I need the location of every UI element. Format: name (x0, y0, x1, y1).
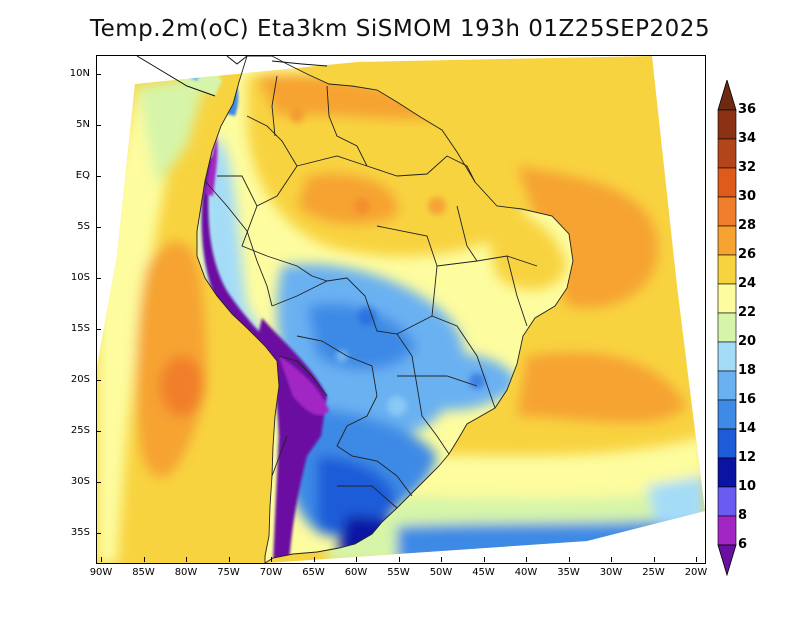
colorbar-level-label: 20 (738, 334, 757, 349)
lon-tick (526, 557, 527, 562)
colorbar-bottom-arrow (717, 544, 737, 577)
lon-tick (568, 557, 570, 562)
lat-tick-label: 20S (70, 374, 90, 385)
colorbar-top-arrow (717, 80, 737, 111)
colorbar-level-label: 18 (738, 363, 757, 378)
colorbar-level-label: 6 (738, 537, 748, 552)
colorbar-segment (717, 370, 737, 401)
lon-tick (696, 557, 697, 562)
lon-tick-label: 55W (387, 567, 410, 578)
colorbar-segment (717, 254, 737, 285)
lat-tick-label: 15S (70, 323, 90, 334)
lat-tick-label: 25S (70, 425, 90, 436)
colorbar-segment (717, 457, 737, 488)
colorbar-segment (717, 428, 737, 459)
lon-tick-label: 25W (642, 567, 665, 578)
lat-tick (96, 278, 101, 279)
lat-tick (96, 329, 101, 330)
colorbar-segment (717, 109, 737, 140)
colorbar-level-label: 30 (738, 189, 757, 204)
colorbar-segment (717, 399, 737, 430)
lon-tick-label: 70W (259, 567, 283, 578)
lon-tick-label: 40W (514, 567, 538, 578)
lon-tick-label: 75W (217, 567, 240, 578)
lon-tick (186, 557, 187, 562)
lat-tick-label: 30S (70, 476, 90, 487)
colorbar-level-label: 22 (738, 305, 757, 320)
colorbar-segment (717, 341, 737, 372)
lon-tick-label: 85W (132, 567, 155, 578)
lon-tick-label: 30W (599, 567, 623, 578)
colorbar-segment (717, 312, 737, 343)
lat-tick (96, 125, 101, 126)
lat-tick-label: 5N (76, 119, 90, 130)
lat-tick-label: EQ (75, 170, 90, 181)
colorbar-level-label: 8 (738, 508, 748, 523)
lon-tick (611, 557, 612, 562)
lon-tick-label: 65W (302, 567, 325, 578)
lon-tick (228, 557, 230, 562)
lon-tick (483, 557, 485, 562)
lat-tick-label: 10N (69, 68, 90, 79)
lat-tick-label: 10S (70, 272, 90, 283)
lon-tick (398, 557, 400, 562)
lat-tick (96, 176, 101, 177)
lat-tick (96, 74, 101, 75)
colorbar-level-label: 26 (738, 247, 757, 262)
lon-tick-label: 80W (174, 567, 198, 578)
lat-tick (96, 431, 101, 432)
colorbar-level-label: 36 (738, 102, 757, 117)
colorbar-segment (717, 515, 737, 546)
lon-tick-label: 60W (344, 567, 368, 578)
temperature-map (97, 56, 705, 563)
country-boundaries (196, 56, 574, 563)
colorbar-segment (717, 225, 737, 256)
lon-tick (313, 557, 315, 562)
lon-tick-label: 90W (89, 567, 113, 578)
colorbar-segment (717, 138, 737, 169)
colorbar-level-label: 32 (738, 160, 757, 175)
colorbar-segment (717, 196, 737, 227)
lat-tick (96, 482, 101, 483)
lon-tick-label: 50W (429, 567, 453, 578)
colorbar-level-label: 16 (738, 392, 757, 407)
lon-tick (143, 557, 145, 562)
lat-tick-label: 35S (70, 527, 90, 538)
lat-tick-label: 5S (77, 221, 90, 232)
colorbar-level-label: 12 (738, 450, 757, 465)
colorbar-segment (717, 167, 737, 198)
lon-tick-label: 35W (557, 567, 580, 578)
lon-tick-label: 20W (684, 567, 708, 578)
colorbar-level-label: 24 (738, 276, 757, 291)
colorbar-segment (717, 486, 737, 517)
map-frame (96, 55, 706, 564)
colorbar-level-label: 14 (738, 421, 757, 436)
lon-tick (356, 557, 357, 562)
map-title: Temp.2m(oC) Eta3km SiSMOM 193h 01Z25SEP2… (89, 16, 711, 42)
lon-tick (101, 557, 102, 562)
lon-tick (653, 557, 655, 562)
lon-tick (271, 557, 272, 562)
colorbar-level-label: 28 (738, 218, 757, 233)
colorbar-segment (717, 283, 737, 314)
lon-tick (441, 557, 442, 562)
lat-tick (96, 533, 101, 534)
colorbar (717, 80, 737, 577)
lat-tick (96, 380, 101, 381)
lon-tick-label: 45W (472, 567, 495, 578)
lat-tick (96, 227, 101, 228)
colorbar-level-label: 34 (738, 131, 757, 146)
colorbar-level-label: 10 (738, 479, 757, 494)
